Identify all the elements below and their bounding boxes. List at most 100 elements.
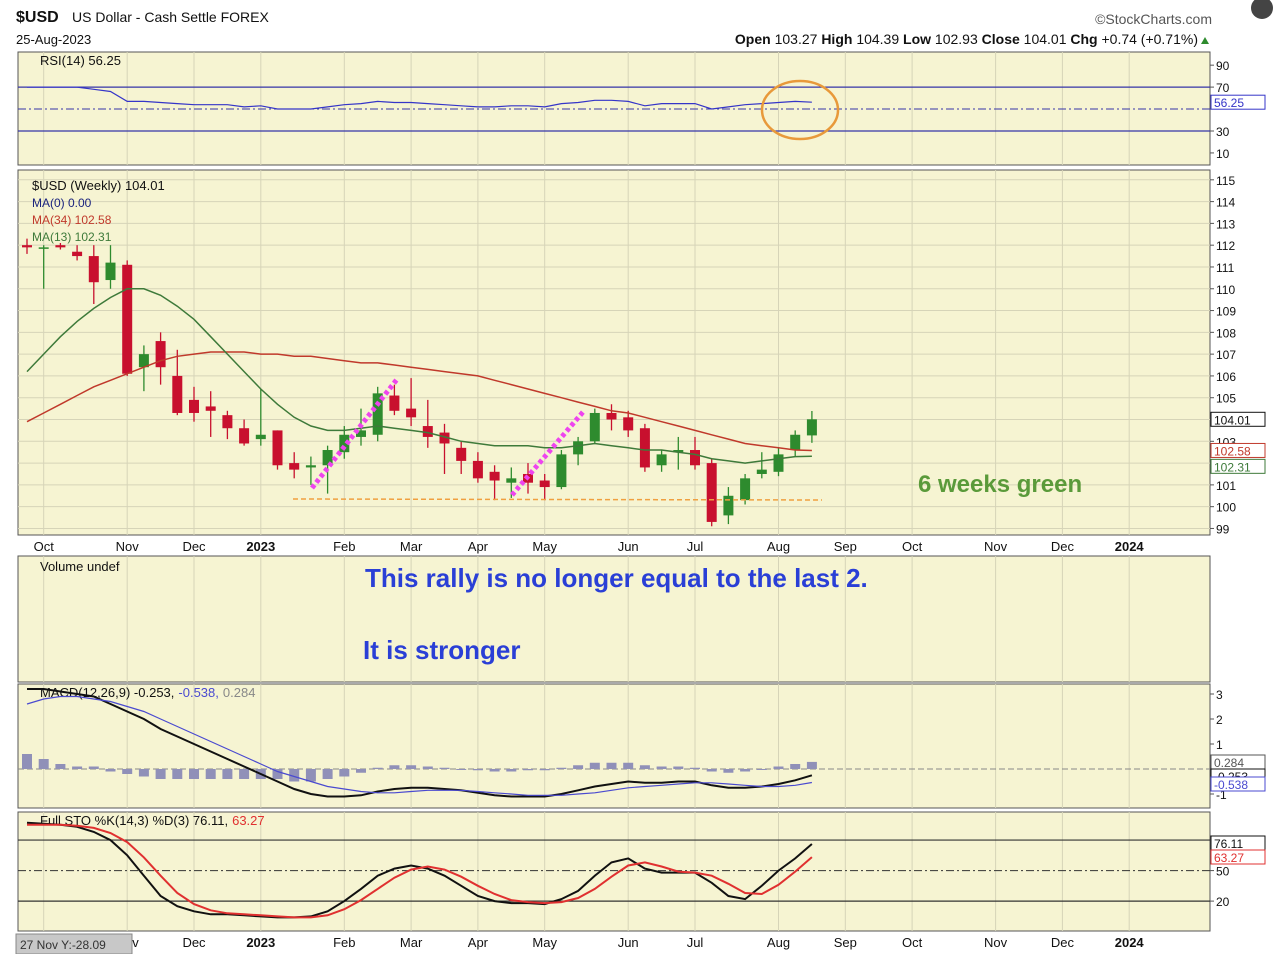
value-label: 104.01 bbox=[1214, 413, 1251, 427]
support-line bbox=[292, 498, 823, 501]
histogram-bar bbox=[105, 769, 116, 772]
title-part: 0.284 bbox=[223, 685, 256, 700]
legend-entry: MA(34) 102.58 bbox=[32, 213, 112, 227]
candle-body bbox=[38, 247, 49, 249]
y-tick-label: 106 bbox=[1216, 370, 1236, 384]
histogram-bar bbox=[189, 769, 199, 779]
x-tick-label: Jun bbox=[618, 935, 639, 950]
histogram-bar bbox=[439, 767, 450, 769]
candle-body bbox=[305, 465, 316, 468]
value-box bbox=[1210, 442, 1266, 458]
candle-body bbox=[573, 441, 584, 455]
rally-line bbox=[310, 376, 400, 490]
histogram-bar bbox=[740, 769, 751, 772]
candle-body bbox=[272, 430, 283, 466]
pane bbox=[17, 683, 1211, 809]
histogram-bar bbox=[322, 769, 333, 779]
histogram-bar bbox=[422, 766, 433, 769]
histogram-bar bbox=[506, 769, 517, 772]
title-part: -0.538, bbox=[178, 685, 218, 700]
candle-body bbox=[189, 399, 199, 413]
candle-body bbox=[105, 262, 116, 281]
histogram-bar bbox=[606, 762, 617, 769]
open-value: 103.27 bbox=[775, 31, 818, 47]
pane-title: Full STO %K(14,3) %D(3) 76.11, 63.27 bbox=[40, 813, 265, 828]
candle-body bbox=[172, 375, 183, 413]
y-tick-label: 112 bbox=[1216, 239, 1235, 253]
source: ©StockCharts.com bbox=[1095, 11, 1212, 27]
candle-body bbox=[756, 469, 767, 474]
y-tick-label: 105 bbox=[1216, 392, 1236, 406]
x-tick-label: Oct bbox=[902, 539, 923, 554]
symbol: $USD bbox=[16, 9, 59, 26]
annotation: This rally is no longer equal to the las… bbox=[365, 563, 868, 593]
candle-body bbox=[456, 447, 467, 461]
x-tick-label: Aug bbox=[767, 935, 790, 950]
histogram-bar bbox=[673, 766, 684, 769]
histogram-bar bbox=[589, 762, 600, 769]
highlight-circle bbox=[760, 79, 840, 141]
value-label: 102.58 bbox=[1214, 444, 1251, 458]
pane-title: $USD (Weekly) 104.01 bbox=[32, 178, 165, 193]
candle-body bbox=[205, 406, 216, 411]
x-tick-label: Dec bbox=[1051, 539, 1075, 554]
candle-body bbox=[606, 412, 617, 420]
histogram-bar bbox=[38, 759, 49, 769]
histogram-bar bbox=[539, 769, 550, 771]
series-line bbox=[27, 688, 813, 798]
y-tick-label: 111 bbox=[1216, 261, 1235, 275]
title-part: Full STO %K(14,3) %D(3) 76.11, bbox=[40, 813, 228, 828]
histogram-bar bbox=[806, 761, 817, 769]
x-tick-label: Aug bbox=[767, 539, 790, 554]
histogram-bar bbox=[172, 769, 183, 779]
y-tick-label: -1 bbox=[1216, 788, 1227, 802]
candle-body bbox=[22, 245, 32, 248]
y-tick-label: 50 bbox=[1216, 865, 1230, 879]
histogram-bar bbox=[22, 754, 32, 769]
pane bbox=[17, 811, 1211, 932]
candle-body bbox=[589, 412, 600, 442]
value-box bbox=[1210, 411, 1266, 427]
x-tick-label: Sep bbox=[834, 539, 857, 554]
y-tick-label: 100 bbox=[1216, 501, 1236, 515]
pane-title: Volume undef bbox=[40, 559, 120, 574]
candle-body bbox=[422, 426, 433, 437]
close-value: 104.01 bbox=[1024, 31, 1067, 47]
x-tick-label: 2023 bbox=[246, 539, 275, 554]
candle-body bbox=[122, 264, 133, 374]
histogram-bar bbox=[272, 769, 283, 779]
candle-body bbox=[489, 471, 500, 481]
close-icon[interactable] bbox=[1251, 0, 1273, 19]
histogram-bar bbox=[138, 769, 149, 777]
marks: Oct Nov Dec 2023 Feb Mar Apr May Jun Jul Aug Sep Oct… bbox=[18, 53, 1266, 950]
legend-entry: MA(13) 102.31 bbox=[32, 230, 112, 244]
value-box bbox=[1210, 849, 1266, 865]
panes bbox=[17, 51, 1211, 932]
value-label: 76.11 bbox=[1214, 837, 1243, 851]
value-box bbox=[1210, 94, 1266, 110]
candle-body bbox=[790, 434, 801, 451]
histogram-bar bbox=[372, 767, 383, 769]
histogram-bar bbox=[489, 769, 500, 772]
candle-body bbox=[439, 432, 450, 444]
candle-body bbox=[339, 434, 350, 453]
candle-body bbox=[239, 428, 250, 444]
x-tick-label: Dec bbox=[182, 935, 206, 950]
candle-body bbox=[623, 417, 634, 431]
histogram-bar bbox=[472, 769, 483, 771]
open-label: Open bbox=[735, 31, 771, 47]
x-tick-label: Dec bbox=[182, 539, 206, 554]
x-tick-label: Dec bbox=[1051, 935, 1075, 950]
y-tick-label: 101 bbox=[1216, 479, 1236, 493]
histogram-bar bbox=[222, 769, 233, 779]
pane-title: RSI(14) 56.25 bbox=[40, 53, 121, 68]
title-part: MACD(12,26,9) -0.253, bbox=[40, 685, 174, 700]
series-line bbox=[27, 86, 812, 110]
y-tick-label: 1 bbox=[1216, 738, 1223, 752]
x-tick-label: Sep bbox=[834, 935, 857, 950]
candle-body bbox=[556, 454, 567, 488]
series-line bbox=[26, 695, 812, 796]
x-tick-label: Feb bbox=[333, 539, 355, 554]
x-tick-label: Feb bbox=[333, 935, 355, 950]
